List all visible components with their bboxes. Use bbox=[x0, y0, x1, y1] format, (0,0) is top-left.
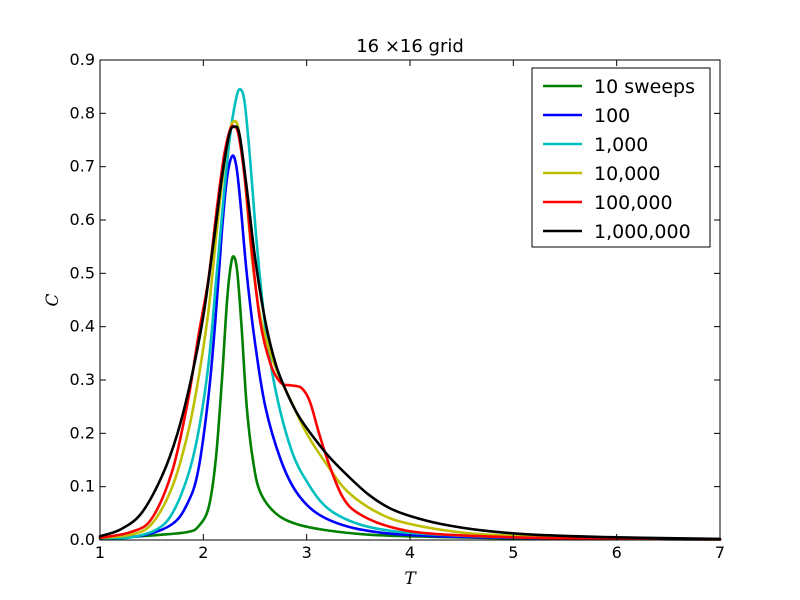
x-tick-label: 4 bbox=[405, 543, 415, 562]
plot-area-frame bbox=[99, 59, 721, 541]
legend-entry: 10 sweeps bbox=[594, 76, 695, 98]
x-tick-label: 7 bbox=[715, 543, 725, 562]
legend-entry: 100 bbox=[594, 105, 630, 127]
x-tick-label: 3 bbox=[302, 543, 312, 562]
series-group bbox=[98, 87, 722, 541]
series-line-5 bbox=[98, 125, 722, 541]
x-tick-label: 5 bbox=[508, 543, 518, 562]
y-tick-label: 0.9 bbox=[70, 50, 95, 69]
y-tick-label: 0.7 bbox=[70, 157, 95, 176]
y-tick-label: 0.6 bbox=[70, 210, 95, 229]
x-tick-label: 6 bbox=[612, 543, 622, 562]
y-tick-label: 0.5 bbox=[70, 263, 95, 282]
y-tick-label: 0.2 bbox=[70, 423, 95, 442]
legend-entry: 1,000,000 bbox=[594, 221, 691, 243]
legend-box bbox=[531, 67, 711, 248]
series-line-0 bbox=[98, 255, 722, 541]
series-line-1 bbox=[98, 154, 722, 541]
x-tick-label: 2 bbox=[198, 543, 208, 562]
series-line-2 bbox=[98, 87, 722, 541]
legend-entry: 10,000 bbox=[594, 163, 660, 185]
legend-entry: 100,000 bbox=[594, 192, 673, 214]
chart-title: 16 ×16 grid bbox=[356, 36, 464, 57]
y-tick-label: 0.8 bbox=[70, 103, 95, 122]
y-tick-label: 0.3 bbox=[70, 370, 95, 389]
y-tick-label: 0.0 bbox=[70, 530, 95, 549]
y-tick-label: 0.1 bbox=[70, 477, 95, 496]
x-axis-label: T bbox=[404, 569, 417, 589]
x-tick-label: 1 bbox=[95, 543, 105, 562]
legend: 10 sweeps 100 1,000 10,000 100,000 1,000,000 bbox=[531, 67, 711, 248]
legend-entry: 1,000 bbox=[594, 134, 648, 156]
y-axis-label: C bbox=[43, 293, 63, 306]
y-tick-label: 0.4 bbox=[70, 317, 95, 336]
